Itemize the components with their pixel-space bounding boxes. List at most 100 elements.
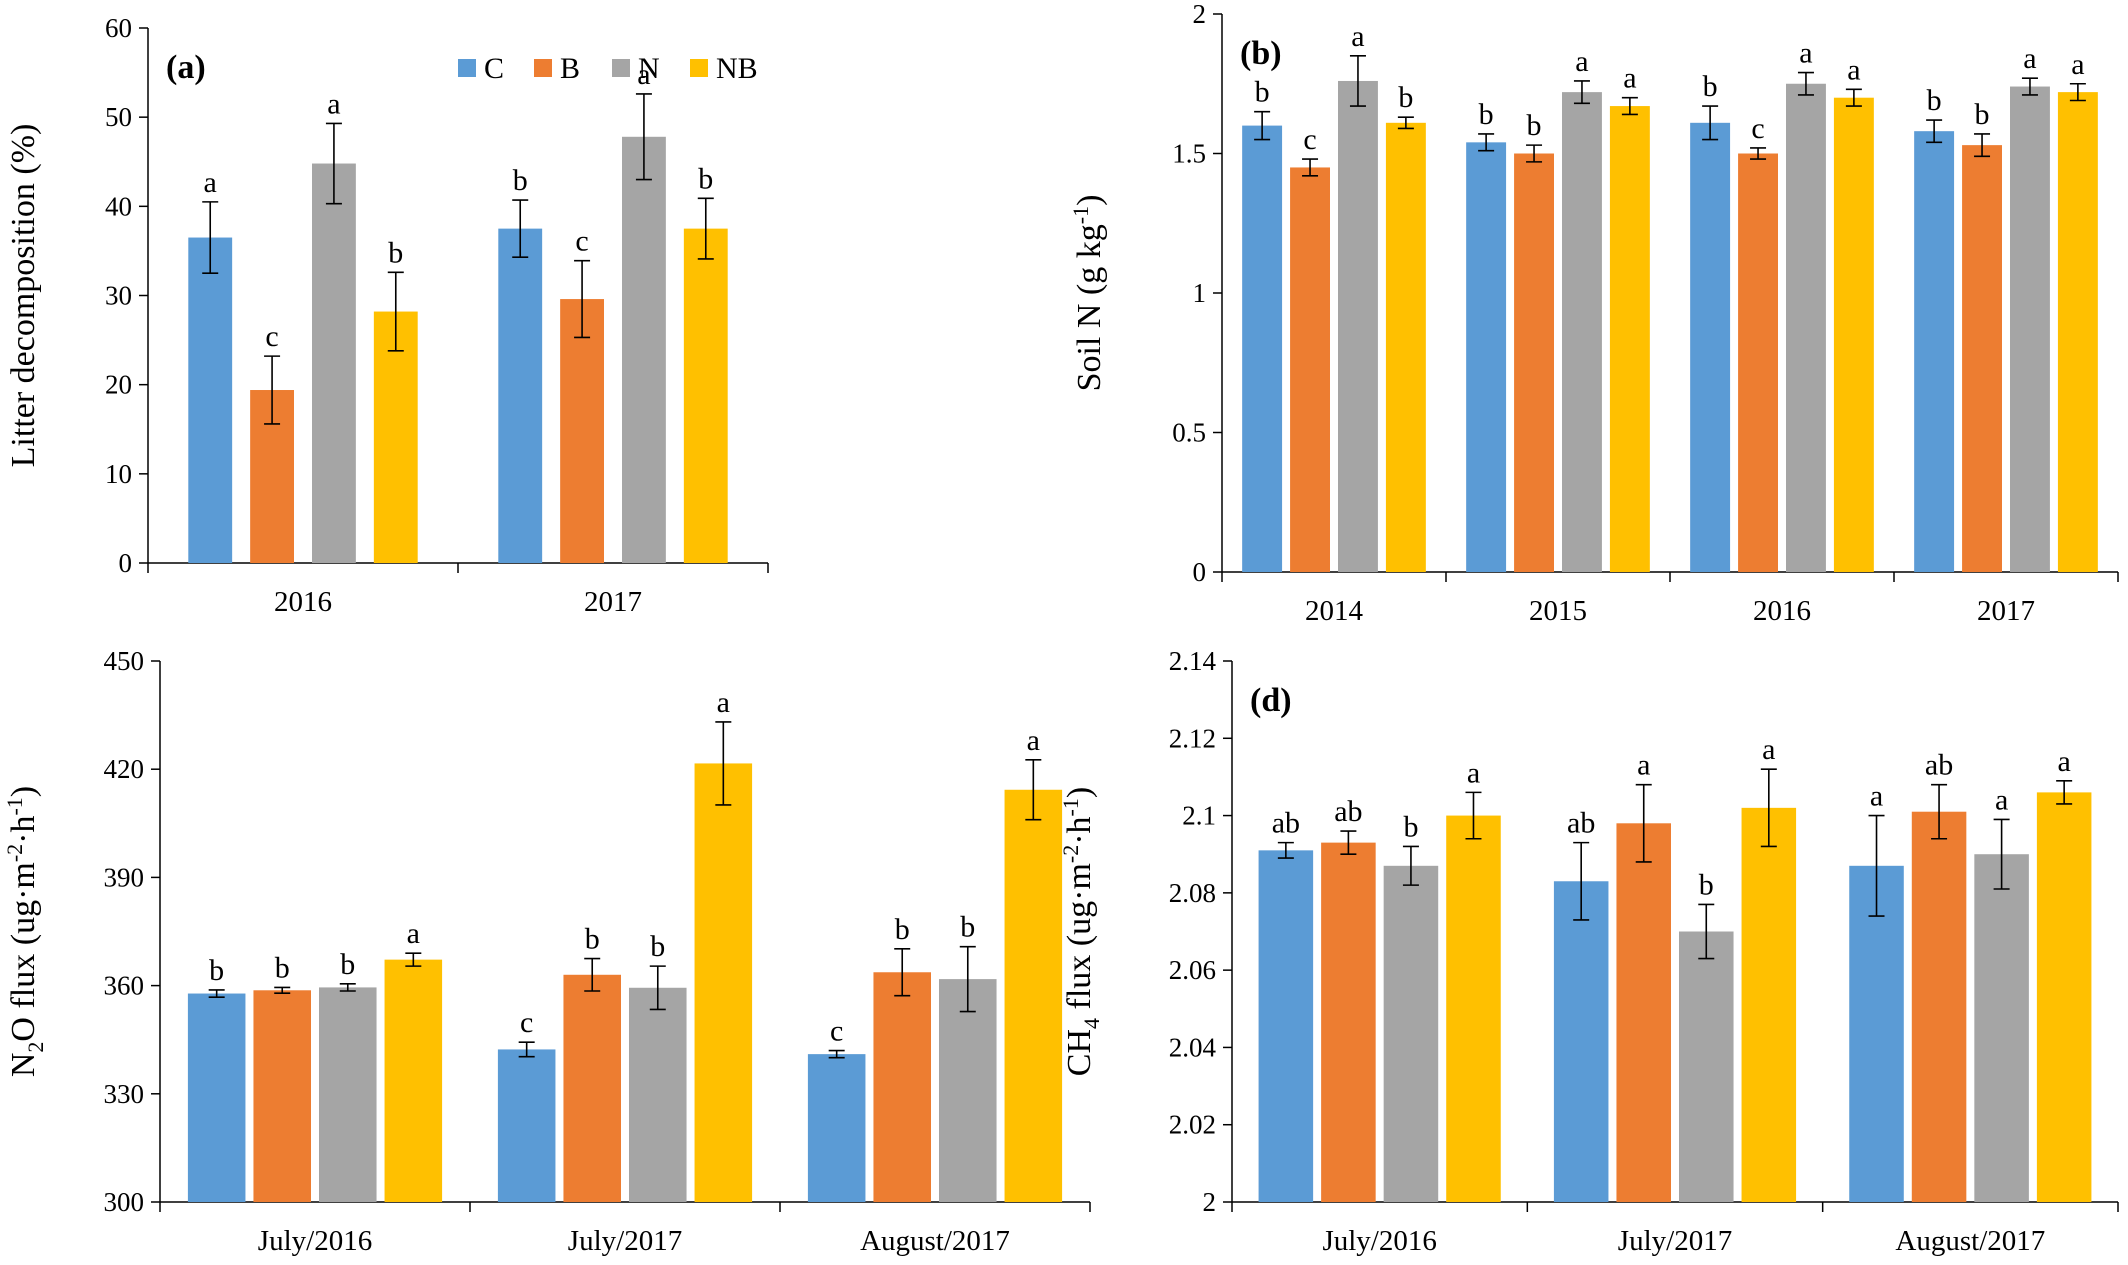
- x-tick-label: July/2016: [1322, 1225, 1436, 1257]
- significance-letter: b: [209, 954, 224, 987]
- significance-letter: a: [1575, 45, 1588, 78]
- bar: [1553, 881, 1609, 1202]
- significance-letter: b: [650, 930, 665, 963]
- y-tick-label: 2.12: [1169, 723, 1216, 753]
- y-tick-label: 20: [105, 370, 132, 400]
- y-tick-label: 2: [1193, 0, 1207, 29]
- bar: [1258, 850, 1314, 1202]
- y-tick-label: 2.06: [1169, 955, 1216, 985]
- bar: [1911, 811, 1967, 1202]
- legend: C B N NB: [458, 52, 758, 85]
- significance-letter: c: [1751, 112, 1764, 145]
- y-tick-label: 300: [104, 1187, 145, 1217]
- y-tick-label: 0: [119, 548, 133, 578]
- bar: [319, 987, 377, 1202]
- bar: [939, 979, 997, 1202]
- bar: [1385, 122, 1426, 572]
- significance-letter: a: [1847, 53, 1860, 86]
- significance-letter: b: [585, 923, 600, 956]
- significance-letter: b: [1927, 84, 1942, 117]
- bar: [1679, 931, 1734, 1202]
- bar: [683, 228, 728, 563]
- bar: [1974, 854, 2029, 1202]
- panel-tag: (a): [166, 49, 206, 86]
- bar: [312, 163, 356, 564]
- y-tick-label: 390: [104, 862, 145, 892]
- y-axis-label: Litter decomposition (%): [5, 124, 42, 468]
- significance-letter: b: [513, 164, 528, 197]
- y-tick-label: 1.5: [1172, 139, 1206, 169]
- y-tick-label: 50: [105, 102, 132, 132]
- significance-letter: b: [275, 951, 290, 984]
- y-tick-label: 2.04: [1169, 1032, 1217, 1062]
- bar: [1914, 131, 1955, 572]
- legend-swatch: [458, 59, 476, 77]
- bar: [1609, 106, 1650, 572]
- legend-swatch: [612, 59, 630, 77]
- significance-letter: b: [698, 162, 713, 195]
- significance-letter: a: [1799, 37, 1812, 70]
- y-tick-label: 420: [104, 754, 145, 784]
- bar: [1833, 97, 1874, 572]
- y-axis-label: Soil N (g kg-1): [1068, 195, 1108, 392]
- y-tick-label: 2: [1203, 1187, 1217, 1217]
- significance-letter: b: [1398, 81, 1413, 114]
- significance-letter: b: [1703, 70, 1718, 103]
- x-tick-label: 2014: [1305, 595, 1364, 627]
- significance-letter: ab: [1567, 807, 1595, 840]
- legend-label: B: [560, 52, 580, 85]
- x-tick-label: 2015: [1529, 595, 1587, 627]
- significance-letter: a: [1467, 756, 1480, 789]
- y-tick-label: 330: [104, 1079, 145, 1109]
- x-tick-label: August/2017: [860, 1225, 1010, 1257]
- panel-c-n2o-flux: 300 330 360 390 420 450 b b b a July/2016 c b b a July/…: [2, 646, 1091, 1257]
- bar: [1242, 125, 1283, 572]
- significance-letter: a: [2057, 745, 2070, 778]
- y-tick-label: 0: [1193, 557, 1207, 587]
- bar: [373, 311, 418, 563]
- significance-letter: ab: [1334, 795, 1362, 828]
- bar: [622, 136, 666, 564]
- bar: [1446, 815, 1501, 1202]
- y-tick-label: 60: [105, 13, 132, 43]
- bar: [807, 1054, 866, 1202]
- x-tick-label: 2017: [1977, 595, 2035, 627]
- x-tick-label: July/2016: [258, 1225, 372, 1257]
- bar: [1741, 807, 1797, 1202]
- significance-letter: a: [1995, 783, 2008, 816]
- bar: [694, 763, 753, 1202]
- bar: [1290, 167, 1330, 572]
- significance-letter: a: [1351, 20, 1364, 53]
- x-tick-label: 2016: [1753, 595, 1811, 627]
- bar: [253, 990, 311, 1202]
- bar: [1562, 92, 1602, 573]
- bar: [1738, 153, 1778, 572]
- bar: [560, 299, 604, 563]
- significance-letter: a: [327, 87, 340, 120]
- significance-letter: b: [1527, 109, 1542, 142]
- significance-letter: c: [830, 1015, 843, 1048]
- y-tick-label: 450: [104, 646, 145, 676]
- significance-letter: a: [717, 686, 730, 719]
- significance-letter: b: [1403, 810, 1418, 843]
- significance-letter: a: [1870, 780, 1883, 813]
- significance-letter: c: [520, 1006, 533, 1039]
- significance-letter: a: [1027, 724, 1040, 757]
- bar: [497, 1049, 556, 1202]
- significance-letter: a: [2071, 48, 2084, 81]
- significance-letter: a: [1762, 733, 1775, 766]
- y-tick-label: 0.5: [1172, 418, 1206, 448]
- legend-swatch: [690, 59, 708, 77]
- panel-tag: (d): [1250, 682, 1292, 719]
- bar: [1321, 842, 1376, 1202]
- bar: [1786, 83, 1826, 572]
- y-tick-label: 360: [104, 971, 145, 1001]
- significance-letter: ab: [1272, 807, 1300, 840]
- bar: [1849, 865, 1904, 1202]
- y-tick-label: 2.08: [1169, 878, 1216, 908]
- significance-letter: b: [1479, 98, 1494, 131]
- significance-letter: c: [265, 320, 278, 353]
- y-tick-label: 2.14: [1169, 646, 1217, 676]
